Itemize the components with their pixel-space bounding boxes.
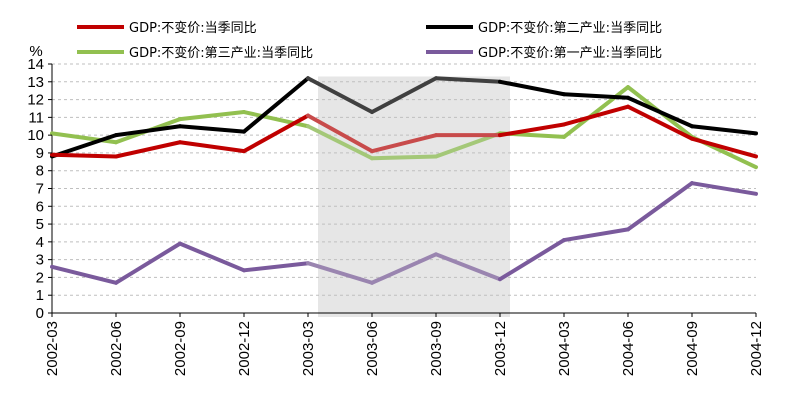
y-tick-label-2: 2 xyxy=(36,269,44,286)
series-2 xyxy=(50,76,758,159)
series-4-segment-2004-06 xyxy=(626,181,694,232)
series-1-segment-2003-12 xyxy=(498,122,566,138)
series-4-segment-2003-03 xyxy=(306,261,374,285)
series-2-segment-2003-03 xyxy=(306,76,374,115)
x-tick-label-2003-09: 2003-09 xyxy=(428,321,445,376)
y-tick-label-8: 8 xyxy=(36,163,44,180)
series-2-segment-2002-03 xyxy=(50,133,118,159)
series-3-segment-2003-06 xyxy=(370,154,438,161)
x-tick-label-2004-12: 2004-12 xyxy=(748,321,765,376)
y-tick-label-5: 5 xyxy=(36,216,44,233)
series-4-segment-2002-12 xyxy=(242,261,310,273)
y-tick-label-6: 6 xyxy=(36,198,44,215)
series-1 xyxy=(50,104,758,159)
series-1-segment-2004-09 xyxy=(690,136,758,159)
series-lines xyxy=(50,76,758,285)
series-3-segment-2003-03 xyxy=(306,124,374,161)
plot-background xyxy=(318,76,510,317)
series-2-segment-2003-12 xyxy=(498,79,566,97)
x-tick-label-2003-12: 2003-12 xyxy=(492,321,509,376)
x-tick-label-2004-09: 2004-09 xyxy=(684,321,701,376)
y-tick-label-0: 0 xyxy=(36,305,44,322)
x-tick-label-2003-03: 2003-03 xyxy=(300,321,317,376)
x-axis-ticks: 2002-03 2002-06 2002-09 2002-12 2003-03 2003-… xyxy=(44,313,765,376)
series-4-segment-2004-09 xyxy=(690,181,758,196)
legend-label-4: GDP:不变价:第一产业:当季同比 xyxy=(478,45,662,61)
series-4 xyxy=(50,181,758,285)
series-2-segment-2004-03 xyxy=(562,92,630,100)
series-2-segment-2003-06 xyxy=(370,76,438,115)
y-tick-label-4: 4 xyxy=(36,234,44,251)
y-axis-unit-label: % xyxy=(29,43,42,60)
x-tick-label-2002-12: 2002-12 xyxy=(236,321,253,376)
series-2-segment-2002-09 xyxy=(178,124,246,134)
series-1-segment-2004-06 xyxy=(626,104,694,141)
series-2-segment-2004-06 xyxy=(626,95,694,129)
y-tick-label-10: 10 xyxy=(27,127,44,144)
x-tick-label-2002-09: 2002-09 xyxy=(172,321,189,376)
x-tick-label-2004-06: 2004-06 xyxy=(620,321,637,376)
series-1-segment-2003-03 xyxy=(306,113,374,154)
series-3-segment-2002-12 xyxy=(242,110,310,129)
series-1-segment-2002-06 xyxy=(114,140,182,159)
y-tick-label-3: 3 xyxy=(36,252,44,269)
series-2-segment-2002-12 xyxy=(242,76,310,134)
y-tick-label-12: 12 xyxy=(27,92,44,109)
x-tick-label-2004-03: 2004-03 xyxy=(556,321,573,376)
series-4-segment-2002-09 xyxy=(178,241,246,273)
series-3-segment-2002-09 xyxy=(178,110,246,122)
highlight-band xyxy=(318,76,510,317)
y-tick-label-9: 9 xyxy=(36,145,44,162)
series-1-segment-2004-03 xyxy=(562,104,630,127)
y-tick-label-11: 11 xyxy=(28,109,44,126)
series-4-segment-2002-06 xyxy=(114,241,182,285)
series-4-segment-2003-09 xyxy=(434,252,502,282)
series-2-segment-2002-06 xyxy=(114,124,182,138)
series-1-segment-2002-12 xyxy=(242,113,310,154)
series-2-segment-2003-09 xyxy=(434,76,502,84)
series-4-segment-2002-03 xyxy=(50,264,118,285)
legend: GDP:不变价:当季同比 GDP:不变价:第二产业:当季同比 GDP:不变价:第三产… xyxy=(77,20,662,61)
series-1-segment-2003-06 xyxy=(370,133,438,154)
series-3-segment-2003-09 xyxy=(434,131,502,159)
y-tick-label-1: 1 xyxy=(36,287,44,304)
legend-label-1: GDP:不变价:当季同比 xyxy=(129,20,257,36)
y-tick-label-14: 14 xyxy=(27,56,44,73)
x-tick-label-2002-06: 2002-06 xyxy=(108,321,125,376)
legend-label-2: GDP:不变价:第二产业:当季同比 xyxy=(478,20,662,36)
x-tick-label-2003-06: 2003-06 xyxy=(364,321,381,376)
series-4-segment-2003-12 xyxy=(498,238,566,282)
series-4-segment-2003-06 xyxy=(370,252,438,285)
series-4-segment-2004-03 xyxy=(562,227,630,243)
series-1-segment-2002-09 xyxy=(178,140,246,154)
y-tick-label-7: 7 xyxy=(36,181,44,198)
y-tick-label-13: 13 xyxy=(27,74,44,91)
series-2-segment-2004-09 xyxy=(690,124,758,136)
x-tick-label-2002-03: 2002-03 xyxy=(44,321,61,376)
legend-label-3: GDP:不变价:第三产业:当季同比 xyxy=(129,45,313,61)
series-1-segment-2002-03 xyxy=(50,152,118,159)
